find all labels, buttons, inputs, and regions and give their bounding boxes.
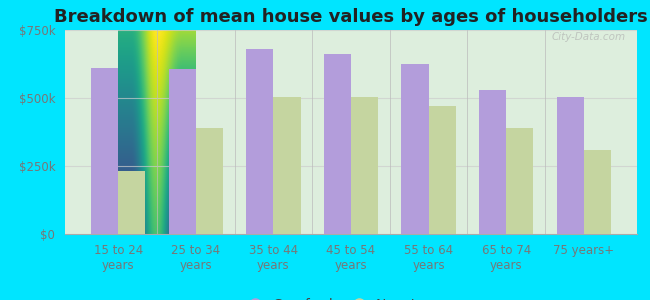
Title: Breakdown of mean house values by ages of householders: Breakdown of mean house values by ages o… (54, 8, 648, 26)
Bar (479, 90, 506, 234)
Legend: Cranford, New Jersey: Cranford, New Jersey (250, 298, 452, 300)
Text: City-Data.com: City-Data.com (551, 32, 625, 42)
Bar (556, 97, 584, 234)
Bar (324, 55, 351, 234)
Bar (584, 150, 611, 234)
Bar (118, 171, 146, 234)
Bar (351, 97, 378, 234)
Bar (402, 64, 428, 234)
Bar (91, 68, 118, 234)
Bar (506, 128, 534, 234)
Bar (168, 69, 196, 234)
Bar (428, 106, 456, 234)
Bar (246, 49, 274, 234)
Bar (196, 128, 223, 234)
Bar (274, 97, 300, 234)
